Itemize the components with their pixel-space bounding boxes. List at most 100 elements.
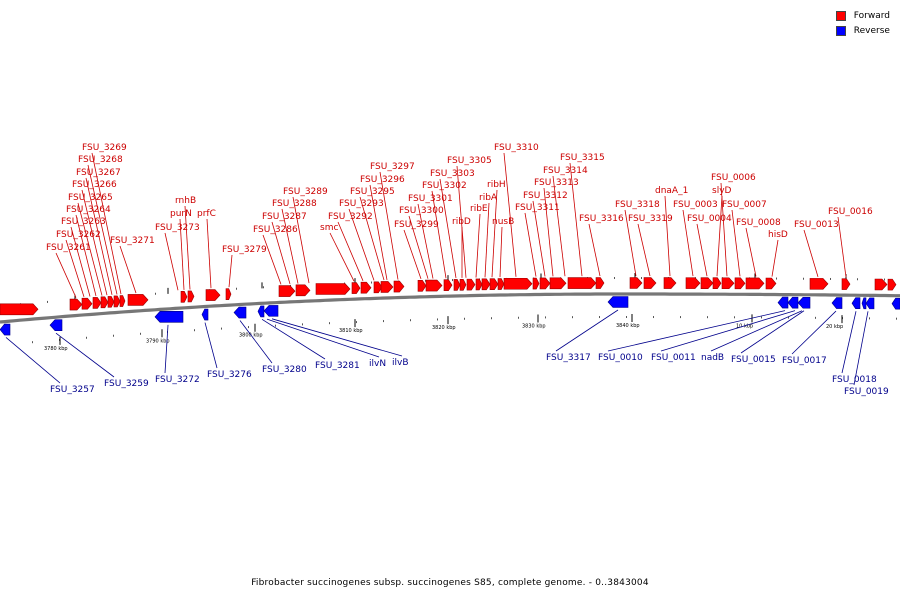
forward-leader-line <box>771 239 779 277</box>
forward-gene <box>532 277 540 290</box>
reverse-leader-line <box>791 310 837 355</box>
forward-gene-label: FSU_3262 <box>56 230 101 240</box>
minor-tick <box>32 341 33 344</box>
forward-gene-label: hisD <box>768 230 788 240</box>
legend-reverse[interactable]: Reverse <box>835 23 890 38</box>
forward-gene-label: FSU_3269 <box>82 143 127 153</box>
forward-gene-label: ribH <box>487 180 506 190</box>
forward-leader-line <box>70 226 91 297</box>
forward-gene-label: FSU_3273 <box>155 223 200 233</box>
forward-gene <box>425 279 443 292</box>
forward-leader-line <box>55 252 77 298</box>
scale-tick-label: 10 kbp <box>736 323 753 329</box>
forward-gene <box>595 277 605 289</box>
scale-tick-label: 3840 kbp <box>616 323 640 329</box>
forward-gene <box>0 303 39 316</box>
forward-leader-line <box>682 209 694 277</box>
forward-gene <box>481 278 491 291</box>
reverse-gene-label: FSU_0010 <box>598 353 643 363</box>
forward-gene <box>119 295 126 307</box>
minor-tick <box>884 278 885 281</box>
forward-gene <box>295 284 311 297</box>
forward-gene-label: FSU_3314 <box>543 166 588 176</box>
minor-tick <box>275 324 276 327</box>
forward-gene-label: FSU_3264 <box>66 205 111 215</box>
forward-gene <box>475 278 483 291</box>
reverse-gene <box>851 297 861 310</box>
forward-gene-label: FSU_3296 <box>360 175 405 185</box>
forward-leader-line <box>837 216 847 278</box>
forward-gene-label: ribA <box>479 193 498 203</box>
forward-gene <box>351 282 361 294</box>
reverse-leader-line <box>555 309 619 352</box>
forward-leader-line <box>403 229 422 280</box>
forward-gene-label: FSU_3271 <box>110 236 155 246</box>
forward-leader-line <box>87 164 118 295</box>
forward-leader-line <box>359 196 385 281</box>
forward-leader-line <box>179 218 185 290</box>
forward-gene-label: smc <box>320 223 338 233</box>
forward-gene-label: FSU_3266 <box>72 180 117 190</box>
forward-gene <box>315 283 351 295</box>
forward-leader-line <box>281 208 299 284</box>
forward-gene <box>721 277 735 290</box>
forward-gene <box>417 280 427 292</box>
minor-tick <box>371 281 372 284</box>
minor-tick <box>734 316 735 319</box>
reverse-gene-label: FSU_0015 <box>731 355 776 365</box>
forward-leader-line <box>417 203 434 279</box>
reverse-gene <box>233 306 247 319</box>
forward-gene <box>874 278 888 291</box>
forward-leader-line <box>524 212 537 277</box>
minor-tick <box>830 277 831 280</box>
forward-gene <box>745 277 765 290</box>
reverse-leader-line <box>261 318 326 360</box>
minor-tick <box>788 316 789 319</box>
reverse-gene <box>865 297 875 310</box>
forward-gene-label: FSU_3289 <box>283 187 328 197</box>
scale-tick-label: 3830 kbp <box>522 323 546 329</box>
minor-tick <box>896 317 897 320</box>
forward-gene-label: nusB <box>492 217 514 227</box>
forward-gene-label: FSU_0008 <box>736 218 781 228</box>
minor-tick <box>452 279 453 282</box>
forward-gene <box>205 289 221 301</box>
forward-gene <box>380 281 394 293</box>
reverse-leader-line <box>5 337 61 384</box>
minor-tick <box>263 286 264 289</box>
reverse-gene-label: nadB <box>701 353 724 363</box>
forward-leader-line <box>85 177 113 295</box>
reverse-leader-line <box>660 310 796 352</box>
reverse-gene-label: FSU_3280 <box>262 365 307 375</box>
forward-leader-line <box>369 184 388 281</box>
forward-gene-label: FSU_0016 <box>828 207 873 217</box>
minor-tick <box>761 316 762 319</box>
forward-leader-line <box>184 205 191 290</box>
forward-gene-label: FSU_3292 <box>328 212 373 222</box>
forward-gene <box>685 277 701 289</box>
minor-tick <box>437 318 438 321</box>
forward-gene <box>700 277 714 289</box>
reverse-gene <box>49 319 63 331</box>
minor-tick <box>641 277 642 280</box>
forward-gene <box>887 278 897 291</box>
minor-tick <box>680 316 681 319</box>
forward-leader-line <box>271 221 291 285</box>
reverse-leader-line <box>271 318 403 357</box>
reverse-leader-line <box>55 332 115 378</box>
minor-tick <box>302 323 303 326</box>
forward-gene-label: FSU_3305 <box>447 156 492 166</box>
forward-gene-label: FSU_3316 <box>579 214 624 224</box>
reverse-gene <box>154 311 184 323</box>
minor-tick <box>236 287 237 290</box>
forward-gene-label: FSU_3303 <box>430 169 475 179</box>
minor-tick <box>599 316 600 319</box>
legend-forward[interactable]: Forward <box>835 8 890 23</box>
forward-gene-label: FSU_3319 <box>628 214 673 224</box>
forward-leader-line <box>337 221 364 281</box>
forward-leader-line <box>696 223 708 277</box>
scale-tick-label: 3790 kbp <box>146 338 170 344</box>
minor-tick <box>140 332 141 335</box>
forward-leader-line <box>803 229 819 277</box>
reverse-leader-line <box>853 311 869 386</box>
